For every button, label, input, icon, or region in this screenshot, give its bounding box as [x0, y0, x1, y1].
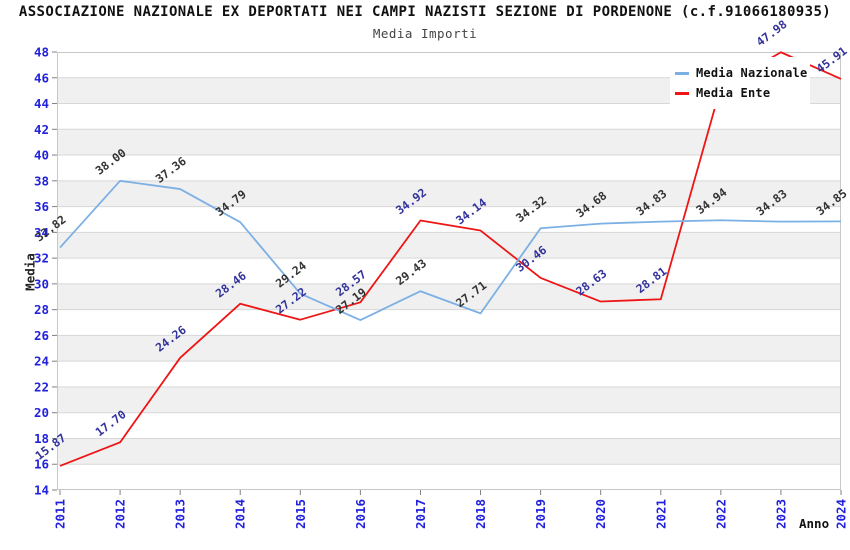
x-tick-label: 2016 — [353, 499, 368, 529]
y-tick-label: 16 — [34, 457, 49, 472]
chart-subtitle: Media Importi — [372, 26, 478, 41]
x-tick-label: 2023 — [773, 499, 788, 529]
grid-band — [57, 335, 841, 362]
series-line-media-ente — [59, 51, 842, 467]
x-tick-label: 2014 — [233, 499, 248, 529]
y-tick-label: 24 — [34, 354, 49, 369]
x-tick-label: 2013 — [173, 499, 188, 529]
red-line-swatch-icon — [675, 91, 689, 95]
y-tick-label: 26 — [34, 328, 49, 343]
legend-label: Media Ente — [696, 86, 771, 100]
blue-line-swatch-icon — [675, 71, 689, 75]
grid-band — [57, 283, 841, 310]
grid-band — [57, 129, 841, 156]
y-tick-label: 44 — [34, 96, 49, 111]
point-label: 47.98 — [753, 17, 789, 49]
point-label: 29.43 — [393, 256, 429, 288]
y-tick-label: 14 — [34, 483, 49, 498]
y-tick-label: 20 — [34, 405, 49, 420]
point-label: 45.91 — [814, 44, 850, 76]
y-tick-label: 46 — [34, 70, 49, 85]
legend-label: Media Nazionale — [696, 66, 808, 80]
y-tick-label: 40 — [34, 148, 49, 163]
x-tick-label: 2015 — [293, 499, 308, 529]
x-tick-label: 2012 — [113, 499, 128, 529]
legend-item-media-nazionale[interactable]: Media Nazionale — [675, 63, 810, 83]
x-tick-label: 2017 — [413, 499, 428, 529]
legend: Media Nazionale Media Ente — [670, 57, 810, 109]
x-tick-label: 2018 — [473, 499, 488, 529]
grid-band — [57, 232, 841, 259]
y-tick-label: 48 — [34, 45, 49, 60]
chart-title: ASSOCIAZIONE NAZIONALE EX DEPORTATI NEI … — [18, 4, 832, 20]
y-axis-title: Media — [22, 253, 38, 291]
y-tick-label: 22 — [34, 379, 49, 394]
x-axis-title: Anno — [799, 516, 830, 531]
y-tick-label: 38 — [34, 173, 49, 188]
y-tick-label: 34 — [34, 225, 49, 240]
x-tick-label: 2022 — [713, 499, 728, 529]
legend-item-media-ente[interactable]: Media Ente — [675, 83, 810, 103]
y-tick-label: 32 — [34, 251, 49, 266]
grid-band — [57, 438, 841, 465]
y-tick-label: 36 — [34, 199, 49, 214]
y-tick-label: 28 — [34, 302, 49, 317]
plot-border — [57, 52, 841, 490]
x-tick-label: 2021 — [653, 499, 668, 529]
x-tick-label: 2024 — [834, 499, 849, 529]
series-line-media-nazionale — [59, 179, 842, 321]
y-tick-label: 18 — [34, 431, 49, 446]
x-tick-label: 2019 — [533, 499, 548, 529]
x-tick-label: 2011 — [53, 499, 68, 529]
x-tick-label: 2020 — [593, 499, 608, 529]
grid-band — [57, 386, 841, 413]
y-tick-label: 30 — [34, 276, 49, 291]
y-tick-label: 42 — [34, 122, 49, 137]
